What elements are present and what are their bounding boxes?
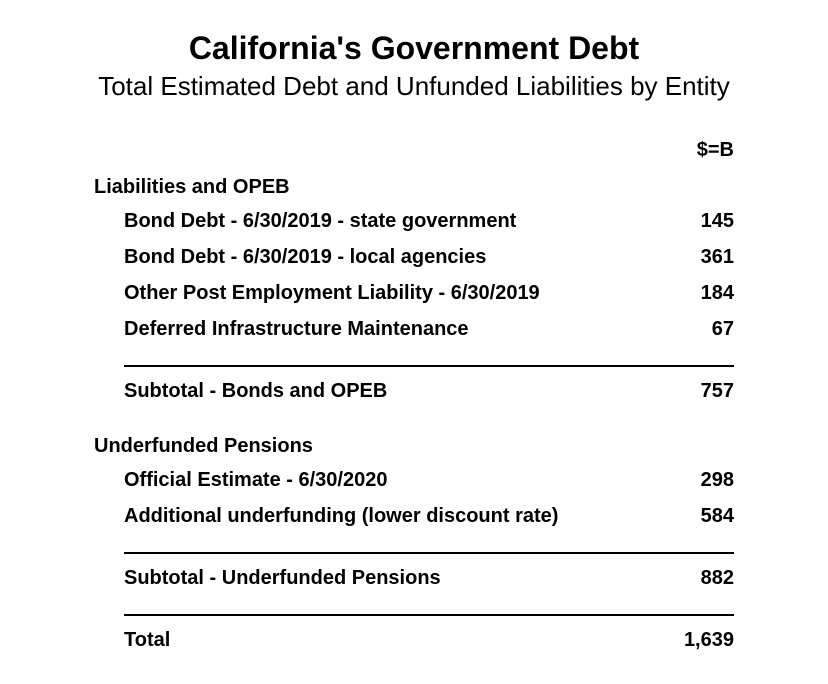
table-row: Additional underfunding (lower discount … xyxy=(94,498,734,534)
item-value: 298 xyxy=(654,465,734,495)
section-header-pensions: Underfunded Pensions xyxy=(94,427,734,462)
unit-row: $=B xyxy=(94,132,734,168)
table-row: Bond Debt - 6/30/2019 - local agencies 3… xyxy=(94,239,734,275)
subtotal-row: Subtotal - Underfunded Pensions 882 xyxy=(94,560,734,596)
table-row: Deferred Infrastructure Maintenance 67 xyxy=(94,311,734,347)
subtotal-label: Subtotal - Bonds and OPEB xyxy=(94,376,654,406)
spacer xyxy=(94,347,734,357)
item-value: 145 xyxy=(654,206,734,236)
total-label: Total xyxy=(94,625,654,655)
total-value: 1,639 xyxy=(654,625,734,655)
section-header-liabilities: Liabilities and OPEB xyxy=(94,168,734,203)
item-label: Bond Debt - 6/30/2019 - state government xyxy=(94,206,654,236)
item-value: 184 xyxy=(654,278,734,308)
item-label: Official Estimate - 6/30/2020 xyxy=(94,465,654,495)
spacer xyxy=(94,534,734,544)
subtotal-value: 757 xyxy=(654,376,734,406)
unit-label: $=B xyxy=(654,135,734,165)
spacer xyxy=(94,409,734,427)
debt-table: $=B Liabilities and OPEB Bond Debt - 6/3… xyxy=(94,132,734,658)
report-page: California's Government Debt Total Estim… xyxy=(0,0,828,658)
divider xyxy=(124,614,734,616)
subtotal-value: 882 xyxy=(654,563,734,593)
subtotal-label: Subtotal - Underfunded Pensions xyxy=(94,563,654,593)
subtotal-row: Subtotal - Bonds and OPEB 757 xyxy=(94,373,734,409)
item-label: Bond Debt - 6/30/2019 - local agencies xyxy=(94,242,654,272)
table-row: Official Estimate - 6/30/2020 298 xyxy=(94,462,734,498)
item-label: Additional underfunding (lower discount … xyxy=(94,501,654,531)
item-value: 361 xyxy=(654,242,734,272)
item-value: 584 xyxy=(654,501,734,531)
spacer xyxy=(94,596,734,606)
total-row: Total 1,639 xyxy=(94,622,734,658)
item-value: 67 xyxy=(654,314,734,344)
item-label: Other Post Employment Liability - 6/30/2… xyxy=(94,278,654,308)
page-subtitle: Total Estimated Debt and Unfunded Liabil… xyxy=(40,71,788,102)
divider xyxy=(124,552,734,554)
page-title: California's Government Debt xyxy=(40,30,788,67)
table-row: Other Post Employment Liability - 6/30/2… xyxy=(94,275,734,311)
item-label: Deferred Infrastructure Maintenance xyxy=(94,314,654,344)
divider xyxy=(124,365,734,367)
table-row: Bond Debt - 6/30/2019 - state government… xyxy=(94,203,734,239)
